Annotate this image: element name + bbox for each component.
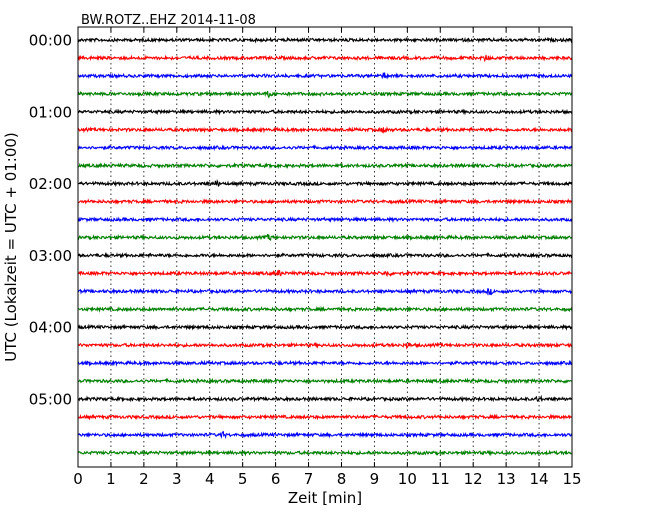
- y-tick-label: 00:00: [29, 32, 72, 50]
- x-tick-label: 7: [304, 470, 314, 488]
- seismogram-trace: [77, 233, 573, 242]
- x-tick-label: 3: [172, 470, 182, 488]
- seismogram-trace: [77, 341, 573, 350]
- seismogram-trace: [77, 36, 573, 44]
- seismogram-traces: [77, 36, 573, 457]
- seismogram-trace: [77, 323, 573, 331]
- x-tick-label: 4: [205, 470, 215, 488]
- seismogram-trace: [77, 394, 573, 403]
- x-tick-label: 13: [497, 470, 516, 488]
- chart-title: BW.ROTZ..EHZ 2014-11-08: [81, 13, 256, 28]
- seismogram-trace: [77, 54, 573, 63]
- x-tick-label: 2: [139, 470, 149, 488]
- x-tick-label: 11: [431, 470, 450, 488]
- x-tick-label: 1: [106, 470, 116, 488]
- seismogram-trace: [77, 287, 573, 296]
- seismogram-trace: [77, 90, 573, 99]
- y-axis-title: UTC (Lokalzeit = UTC + 01:00): [2, 132, 20, 362]
- seismogram-trace: [77, 198, 573, 206]
- x-tick-label: 12: [464, 470, 483, 488]
- seismogram-trace: [77, 251, 573, 259]
- seismogram-trace: [77, 216, 573, 224]
- y-tick-label: 03:00: [29, 247, 72, 265]
- seismogram-trace: [77, 269, 573, 278]
- y-tick-label: 01:00: [29, 103, 72, 121]
- x-tick-label: 15: [562, 470, 581, 488]
- x-axis-ticks: 0 1 2 3 4 5 6 7 8 9 10 11 12 13 14 15: [73, 27, 582, 488]
- seismogram-trace: [77, 126, 573, 134]
- y-tick-label: 04:00: [29, 319, 72, 337]
- y-tick-label: 05:00: [29, 391, 72, 409]
- y-tick-label: 02:00: [29, 175, 72, 193]
- x-tick-label: 5: [238, 470, 248, 488]
- seismogram-trace: [77, 413, 573, 421]
- seismogram-trace: [77, 144, 573, 152]
- x-tick-label: 9: [370, 470, 380, 488]
- x-tick-label: 10: [398, 470, 417, 488]
- seismogram-trace: [77, 162, 573, 170]
- y-axis-ticks: 00:00 01:00 02:00 03:00 04:00 05:00: [29, 32, 572, 409]
- seismogram-trace: [77, 178, 573, 188]
- x-tick-label: 6: [271, 470, 281, 488]
- seismogram-trace: [77, 72, 573, 80]
- x-tick-label: 14: [530, 470, 549, 488]
- x-tick-label: 0: [73, 470, 83, 488]
- grid-lines: [110, 27, 540, 467]
- seismogram-trace: [77, 377, 573, 385]
- seismogram-trace: [77, 430, 573, 440]
- plot-frame: [77, 26, 573, 468]
- seismogram-trace: [77, 108, 573, 116]
- seismogram-trace: [77, 305, 573, 313]
- seismogram-trace: [77, 449, 573, 457]
- x-axis-title: Zeit [min]: [288, 489, 362, 507]
- x-tick-label: 8: [337, 470, 347, 488]
- seismogram-trace: [77, 359, 573, 367]
